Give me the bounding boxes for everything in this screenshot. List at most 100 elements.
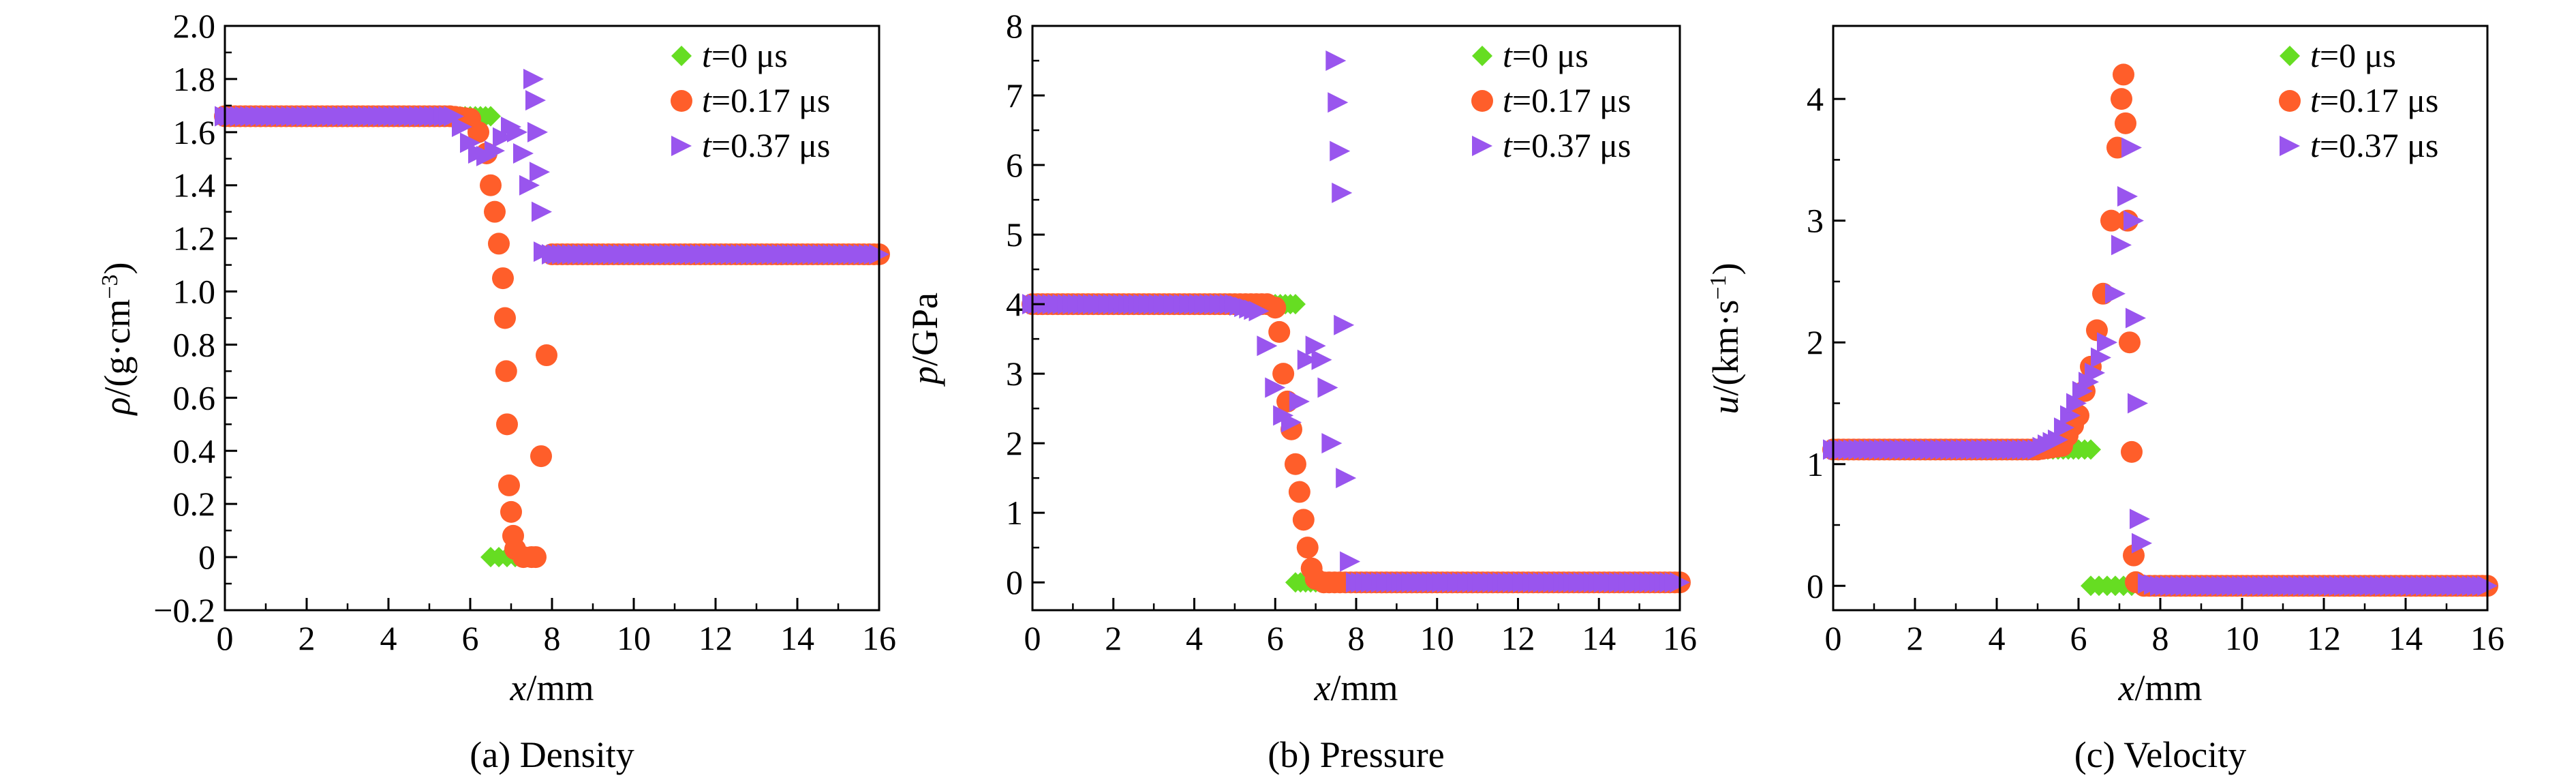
y-tick-label: 1 [1006, 494, 1023, 532]
data-point [1311, 349, 1332, 370]
x-axis-symbol: x [2118, 667, 2135, 708]
data-point [1321, 433, 1343, 454]
x-tick-label: 14 [1582, 619, 1616, 657]
data-point [1325, 50, 1347, 72]
y-axis-unit-close: ) [97, 262, 138, 274]
panel-caption: (c) Velocity [2074, 734, 2246, 775]
data-point [2111, 235, 2132, 256]
data-point [2111, 88, 2132, 110]
legend-label: t=0.17 μs [702, 81, 830, 119]
y-tick-label: 1.6 [173, 113, 216, 151]
data-point [2097, 332, 2117, 353]
data-point [2085, 362, 2105, 383]
legend-var: t [702, 126, 712, 164]
x-axis-symbol: x [1314, 667, 1331, 708]
x-tick-label: 2 [1105, 619, 1122, 657]
data-point [2117, 185, 2138, 207]
x-tick-label: 2 [1907, 619, 1924, 657]
x-tick-label: 8 [2152, 619, 2169, 657]
data-point [2121, 440, 2143, 463]
y-tick-label: 0 [198, 538, 215, 576]
data-point [2128, 393, 2148, 414]
legend-var: t [1503, 81, 1513, 119]
legend-marker [1471, 90, 1493, 112]
data-point [498, 474, 520, 496]
y-axis-label: ρ/(g·cm−3) [97, 262, 138, 416]
y-tick-label: 7 [1006, 76, 1023, 115]
legend-value: =0.37 μs [1512, 126, 1631, 164]
series-2 [1022, 50, 1690, 593]
data-point [1305, 335, 1326, 357]
data-point [1328, 92, 1349, 113]
legend: t=0 μst=0.17 μst=0.37 μs [671, 36, 830, 164]
data-point [494, 307, 516, 329]
data-point [1296, 537, 1319, 559]
legend: t=0 μst=0.17 μst=0.37 μs [2279, 36, 2438, 164]
data-point [2100, 209, 2122, 232]
legend-value: =0 μs [1512, 36, 1589, 74]
y-axis-symbol: u [1705, 396, 1746, 415]
data-point [2054, 417, 2074, 438]
x-axis-label: x/mm [510, 667, 594, 708]
legend-var: t [1503, 36, 1513, 74]
data-point [484, 200, 506, 223]
x-tick-label: 12 [699, 619, 733, 657]
data-point [2105, 283, 2126, 304]
data-point [1330, 140, 1351, 162]
data-point [500, 500, 522, 523]
data-point [1248, 301, 1270, 322]
data-point [495, 360, 517, 382]
data-point [1336, 468, 1357, 489]
data-point [2126, 307, 2146, 329]
x-axis-unit: /mm [2134, 667, 2202, 708]
data-point [1317, 377, 1338, 398]
data-point [2072, 380, 2093, 402]
y-axis-unit-exponent: −1 [1706, 275, 1731, 299]
data-point [2115, 112, 2136, 134]
legend-value: =0.37 μs [711, 126, 830, 164]
data-point [2091, 347, 2111, 368]
legend-var: t [2310, 126, 2320, 164]
data-point [527, 121, 548, 142]
legend-marker [671, 136, 692, 156]
legend-value: =0.17 μs [1512, 81, 1631, 119]
y-tick-label: 0.8 [173, 325, 216, 363]
x-tick-label: 10 [617, 619, 651, 657]
x-tick-label: 6 [462, 619, 479, 657]
data-point [507, 121, 527, 142]
y-axis-unit-close: ) [1705, 262, 1746, 275]
x-tick-label: 4 [1989, 619, 2006, 657]
legend-value: =0 μs [2320, 36, 2396, 74]
legend-marker [1472, 46, 1492, 66]
legend-label: t=0.37 μs [2310, 126, 2438, 164]
x-tick-label: 2 [298, 619, 316, 657]
x-tick-label: 16 [2470, 619, 2504, 657]
legend-marker [671, 90, 692, 112]
x-tick-label: 6 [2070, 619, 2087, 657]
data-point [1289, 391, 1310, 412]
data-point [2081, 439, 2101, 460]
panel-caption: (b) Pressure [1268, 734, 1444, 775]
x-tick-label: 4 [1186, 619, 1203, 657]
y-axis-unit-exponent: −3 [97, 274, 123, 299]
data-point [2123, 210, 2144, 231]
data-point [2132, 532, 2152, 554]
data-point [1281, 412, 1302, 433]
data-point [2066, 393, 2087, 414]
data-point [1297, 349, 1318, 370]
data-point [1284, 453, 1306, 475]
data-point [536, 344, 557, 367]
data-point [1288, 481, 1310, 503]
data-point [519, 175, 540, 196]
x-axis-symbol: x [510, 667, 527, 708]
y-axis-unit: /(km·s [1705, 300, 1746, 396]
x-tick-label: 16 [1663, 619, 1697, 657]
data-point [485, 140, 505, 162]
legend-label: t=0 μs [2310, 36, 2396, 74]
data-point [1268, 320, 1291, 343]
y-tick-label: 3 [1006, 355, 1023, 393]
y-axis-symbol: p [904, 366, 945, 387]
y-tick-label: 0.6 [173, 378, 216, 417]
x-tick-label: 0 [1825, 619, 1842, 657]
